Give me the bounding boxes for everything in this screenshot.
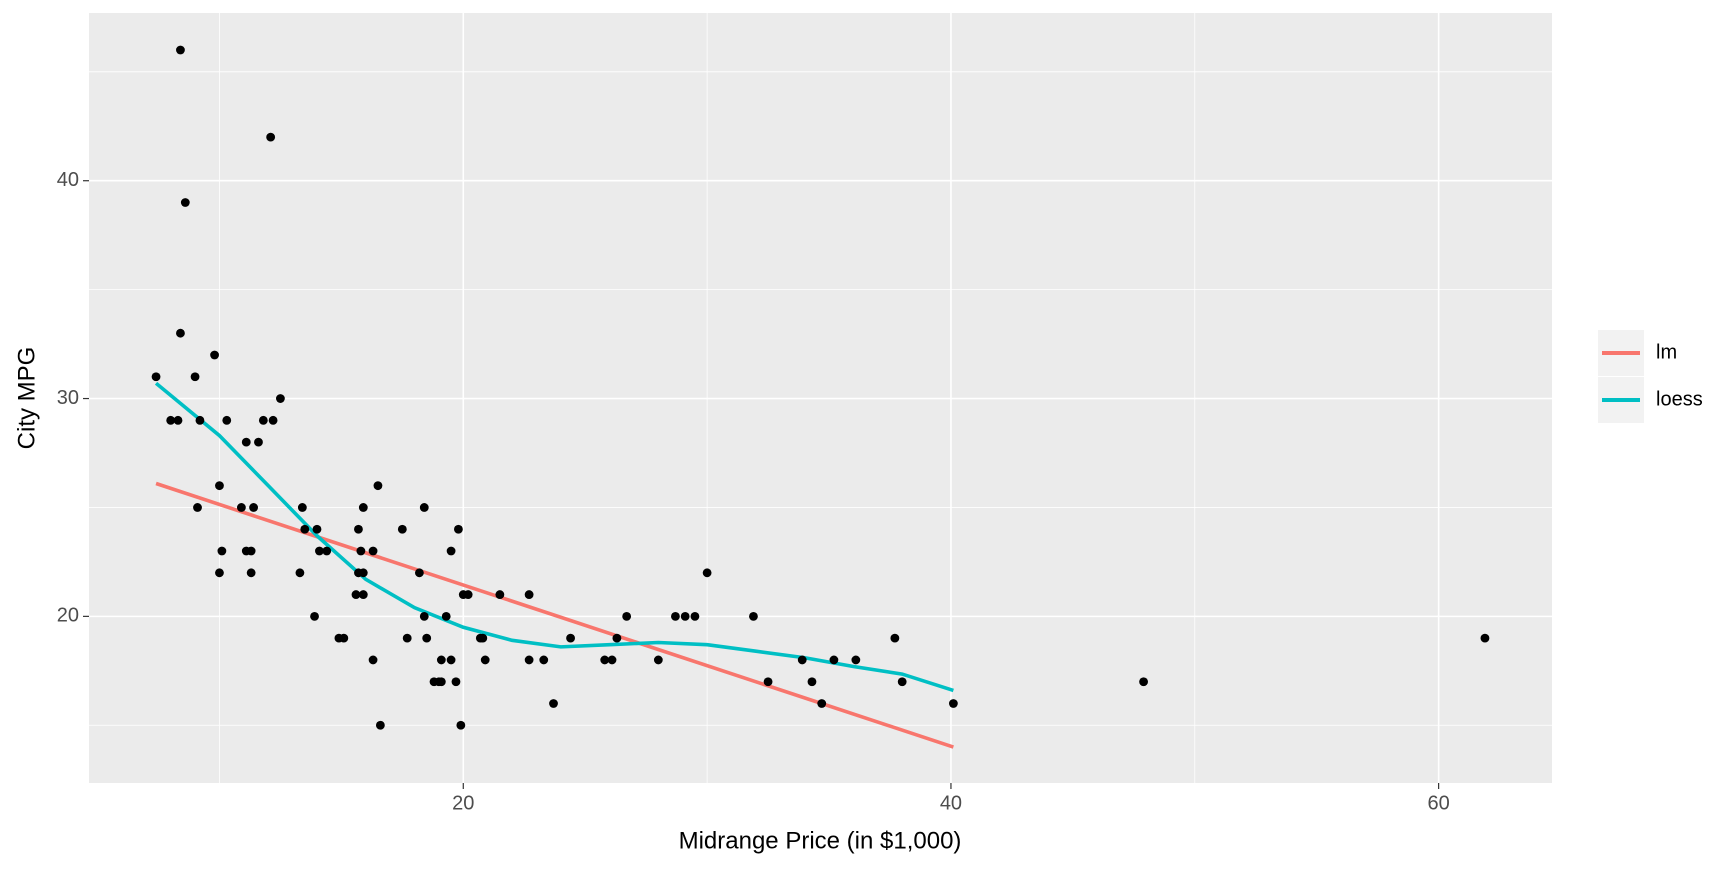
point — [475, 633, 485, 643]
point — [351, 590, 361, 599]
point — [1139, 677, 1148, 687]
point — [897, 677, 907, 687]
point — [702, 568, 712, 578]
point — [217, 546, 227, 556]
legend-label: lm — [1656, 341, 1677, 363]
point — [419, 611, 429, 621]
point — [1480, 633, 1490, 643]
point — [749, 611, 758, 621]
y-axis-title: City MPG — [13, 347, 40, 450]
x-tick-label: 40 — [940, 792, 962, 814]
point — [419, 503, 429, 512]
point — [451, 677, 461, 687]
point — [375, 720, 385, 730]
point — [276, 394, 285, 403]
point — [368, 655, 378, 665]
point — [414, 568, 424, 578]
point — [246, 568, 256, 578]
point — [176, 328, 185, 338]
point — [653, 655, 663, 665]
point — [402, 633, 412, 643]
point — [258, 415, 268, 425]
point — [549, 699, 558, 708]
point — [295, 568, 305, 578]
point — [236, 503, 246, 512]
point — [807, 677, 817, 687]
point — [334, 633, 344, 643]
point — [612, 633, 622, 643]
point — [358, 503, 368, 512]
point — [422, 633, 432, 643]
point — [354, 524, 363, 534]
point — [315, 546, 324, 556]
point — [312, 524, 322, 534]
point — [356, 546, 366, 556]
point — [222, 415, 232, 425]
point — [817, 699, 827, 708]
point — [763, 677, 773, 687]
point — [358, 568, 368, 578]
point — [524, 655, 534, 665]
point — [195, 415, 205, 425]
point — [300, 524, 310, 534]
x-tick-label: 60 — [1427, 792, 1449, 814]
point — [436, 655, 446, 665]
y-tick-label: 20 — [57, 605, 79, 627]
point — [622, 611, 632, 621]
point — [524, 590, 534, 599]
point — [151, 372, 161, 382]
y-tick-label: 40 — [57, 169, 79, 191]
point — [539, 655, 549, 665]
point — [436, 677, 446, 687]
point — [193, 503, 202, 512]
point — [890, 633, 900, 643]
point — [456, 720, 466, 730]
point — [851, 655, 861, 665]
point — [454, 524, 463, 534]
point — [266, 132, 276, 142]
point — [173, 415, 183, 425]
point — [446, 655, 456, 665]
point — [600, 655, 610, 665]
point — [249, 503, 258, 512]
point — [671, 611, 680, 621]
point — [397, 524, 407, 534]
point — [254, 437, 263, 447]
point — [180, 198, 190, 207]
y-tick-label: 30 — [57, 387, 79, 409]
point — [268, 415, 278, 425]
point — [215, 568, 224, 578]
point — [680, 611, 690, 621]
point — [241, 546, 251, 556]
point — [373, 481, 383, 491]
point — [190, 372, 200, 382]
legend-label: loess — [1656, 388, 1703, 410]
point — [690, 611, 700, 621]
point — [166, 415, 176, 425]
point — [458, 590, 468, 599]
point — [210, 350, 219, 360]
point — [176, 45, 185, 55]
point — [829, 655, 839, 665]
point — [948, 699, 958, 708]
point — [797, 655, 807, 665]
point — [441, 611, 451, 621]
point — [446, 546, 456, 556]
point — [480, 655, 490, 665]
point — [241, 437, 251, 447]
point — [297, 503, 307, 512]
fit-line — [154, 381, 954, 693]
point — [607, 655, 617, 665]
point — [322, 546, 332, 556]
point — [310, 611, 319, 621]
point — [358, 590, 368, 599]
point — [368, 546, 378, 556]
x-tick-label: 20 — [452, 792, 474, 814]
point — [566, 633, 575, 643]
point — [215, 481, 224, 491]
x-axis-title: Midrange Price (in $1,000) — [679, 827, 962, 854]
point — [495, 590, 505, 599]
